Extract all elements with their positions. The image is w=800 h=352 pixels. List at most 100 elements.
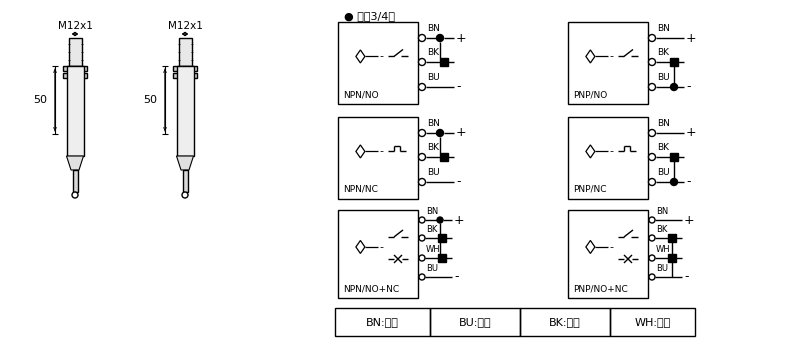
Bar [668, 234, 676, 242]
Text: +: + [686, 126, 697, 139]
Text: M12x1: M12x1 [58, 21, 93, 31]
Text: BN: BN [426, 207, 438, 216]
Text: PNP/NC: PNP/NC [573, 185, 606, 194]
Bar [69, 38, 82, 66]
Bar [338, 117, 418, 199]
Text: BN: BN [656, 207, 668, 216]
Circle shape [670, 178, 678, 186]
Text: WH:白色: WH:白色 [634, 317, 670, 327]
Circle shape [419, 217, 425, 223]
Text: BN:棕色: BN:棕色 [366, 317, 399, 327]
Circle shape [649, 153, 655, 161]
Bar [670, 153, 678, 161]
Text: -: - [379, 242, 383, 252]
Bar [568, 210, 648, 298]
Text: PNP/NO+NC: PNP/NO+NC [573, 284, 628, 293]
Text: BK: BK [657, 143, 669, 152]
Bar [668, 254, 676, 262]
Bar [335, 308, 430, 336]
Bar [438, 254, 446, 262]
Bar [182, 170, 187, 192]
Text: -: - [686, 81, 690, 94]
Bar [338, 210, 418, 298]
Circle shape [418, 83, 426, 90]
Text: BK: BK [656, 225, 667, 234]
Circle shape [418, 153, 426, 161]
Bar [66, 66, 83, 156]
Text: BN: BN [427, 119, 440, 128]
Text: +: + [684, 214, 694, 226]
Bar [438, 234, 446, 242]
Circle shape [649, 217, 655, 223]
Circle shape [649, 235, 655, 241]
Circle shape [649, 255, 655, 261]
Circle shape [649, 274, 655, 280]
Text: BK: BK [657, 48, 669, 57]
Polygon shape [177, 156, 194, 170]
Text: BK: BK [427, 48, 439, 57]
Circle shape [418, 130, 426, 137]
Text: BK: BK [426, 225, 438, 234]
Polygon shape [66, 156, 83, 170]
Bar [610, 308, 695, 336]
Circle shape [418, 58, 426, 65]
Text: +: + [456, 31, 466, 44]
Circle shape [419, 235, 425, 241]
Text: BU: BU [426, 264, 438, 273]
Circle shape [418, 178, 426, 186]
Text: NPN/NC: NPN/NC [343, 185, 378, 194]
Bar [568, 22, 648, 104]
Text: -: - [609, 242, 613, 252]
Circle shape [418, 34, 426, 42]
Circle shape [649, 130, 655, 137]
Circle shape [437, 217, 443, 223]
Text: BU: BU [427, 168, 440, 177]
Text: BK: BK [427, 143, 439, 152]
Text: -: - [686, 176, 690, 189]
Text: BK:黑色: BK:黑色 [549, 317, 581, 327]
Text: WH: WH [656, 245, 670, 254]
Bar [670, 58, 678, 66]
Bar [177, 66, 194, 156]
Circle shape [669, 255, 675, 261]
Circle shape [419, 274, 425, 280]
Text: NPN/NO+NC: NPN/NO+NC [343, 284, 399, 293]
Bar [63, 66, 87, 71]
Circle shape [72, 192, 78, 198]
Bar [440, 153, 448, 161]
Text: 50: 50 [33, 95, 47, 105]
Bar [178, 38, 191, 66]
Circle shape [670, 83, 678, 90]
Text: +: + [456, 126, 466, 139]
Bar [73, 170, 78, 192]
Text: -: - [684, 270, 689, 283]
Text: BU: BU [657, 73, 670, 82]
Circle shape [649, 83, 655, 90]
Bar [338, 22, 418, 104]
Text: -: - [456, 176, 461, 189]
Bar [63, 73, 87, 78]
Bar [440, 58, 448, 66]
Text: BU: BU [657, 168, 670, 177]
Text: -: - [609, 146, 613, 156]
Text: WH: WH [426, 245, 441, 254]
Bar [173, 73, 197, 78]
Bar [520, 308, 610, 336]
Circle shape [649, 34, 655, 42]
Text: BN: BN [427, 24, 440, 33]
Text: BU: BU [656, 264, 668, 273]
Bar [430, 308, 520, 336]
Text: +: + [454, 214, 465, 226]
Text: 50: 50 [143, 95, 157, 105]
Circle shape [649, 178, 655, 186]
Text: -: - [379, 146, 383, 156]
Circle shape [419, 255, 425, 261]
Bar [173, 66, 197, 71]
Text: BU: BU [427, 73, 440, 82]
Text: -: - [454, 270, 458, 283]
Bar [568, 117, 648, 199]
Text: -: - [379, 51, 383, 62]
Circle shape [182, 192, 188, 198]
Text: M12x1: M12x1 [167, 21, 202, 31]
Text: -: - [456, 81, 461, 94]
